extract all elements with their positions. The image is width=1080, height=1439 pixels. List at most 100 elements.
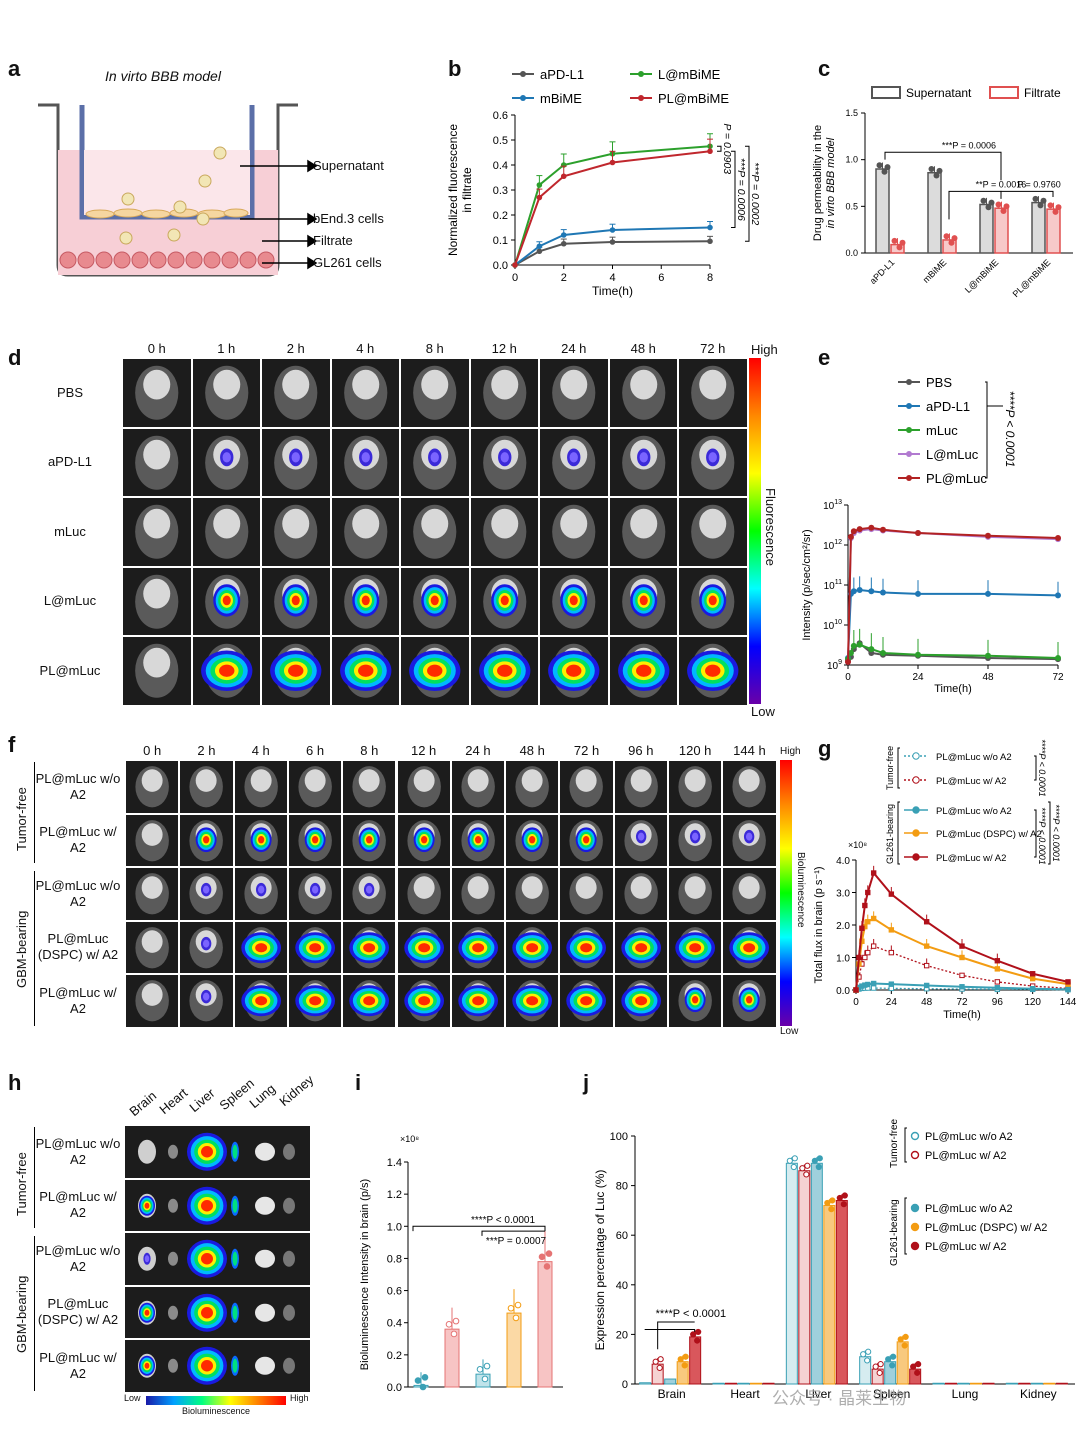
chart-c-point	[933, 172, 940, 179]
grid-f-cell-blob	[458, 931, 498, 963]
grid-d-cell-graphic	[691, 504, 735, 559]
grid-d-cell-graphic	[548, 643, 600, 698]
chart-j-ylabel: Expression percentage of Luc (%)	[593, 1170, 607, 1351]
chart-e-point	[845, 658, 851, 665]
grid-d-cell-blob-signal	[427, 664, 443, 677]
chart-j-bar	[639, 1382, 652, 1385]
grid-f-cell-graphic	[461, 819, 495, 861]
grid-d-cell	[609, 359, 677, 427]
chart-c-point	[1032, 195, 1039, 202]
chart-b-point	[560, 232, 567, 238]
chart-i-bar	[537, 1261, 553, 1388]
grid-f-cell-blob-signal	[311, 885, 319, 894]
grid-d-cell-graphic	[135, 365, 179, 420]
grid-f-cell-blob	[521, 826, 543, 852]
chart-i-ytick-label: 0.8	[387, 1253, 402, 1265]
grid-f-cell-blob-signal	[363, 996, 376, 1006]
chart-c-xtick-label: L@mBiME	[963, 257, 1001, 295]
chart-e-point	[856, 641, 863, 648]
chart-g-group-label: GL261-bearing	[885, 804, 895, 864]
grid-d-cell-graphic	[274, 574, 318, 629]
grid-f-cell-graphic	[732, 980, 767, 1022]
grid-f-cell-blob	[295, 985, 335, 1017]
grid-f-cell-blob	[201, 882, 212, 897]
grid-f-cell-blob-signal	[634, 996, 647, 1006]
grid-f-cell-blob	[403, 931, 444, 963]
grid-f-cell-graphic	[352, 766, 387, 808]
grid-d-cell-blob-signal	[430, 595, 439, 605]
grid-f-group-divider	[34, 762, 35, 863]
grid-d-cell	[401, 567, 469, 635]
grid-f-cell-graphic	[512, 926, 553, 968]
grid-f-cell-blob	[512, 931, 553, 963]
grid-f-cell-blob	[675, 931, 716, 963]
grid-f-cell-head	[413, 769, 435, 792]
grid-f-cell-blob-signal	[366, 835, 373, 843]
chart-e-point	[985, 652, 991, 659]
grid-f-cell	[723, 814, 776, 866]
grid-h-heart	[168, 1358, 178, 1373]
grid-f-cell	[126, 975, 179, 1027]
grid-f-cell-graphic	[729, 926, 770, 968]
chart-e-point	[856, 586, 863, 593]
chart-j-group-label: Tumor-free	[889, 1118, 900, 1168]
chart-j-bar	[785, 1162, 798, 1385]
panel-a-letter: a	[8, 56, 21, 81]
chart-e-point	[868, 646, 875, 653]
grid-h-heart	[168, 1251, 178, 1266]
grid-f-cell-graphic	[295, 926, 335, 968]
chart-i-point	[452, 1317, 460, 1325]
chart-j-point	[786, 1157, 793, 1164]
chart-i-point	[507, 1304, 515, 1312]
grid-d-time-label: 4 h	[356, 341, 375, 356]
grid-d-time-label: 2 h	[286, 341, 305, 356]
chart-b-sig-bracket	[745, 145, 750, 242]
grid-d-cell	[123, 567, 191, 635]
grid-d-cell	[609, 637, 677, 705]
grid-f-cell-head	[413, 876, 435, 899]
grid-f-cell-blob-signal	[471, 996, 484, 1006]
grid-d-cell-blob	[212, 583, 240, 617]
grid-f-cell	[723, 868, 776, 920]
chart-i-point	[419, 1383, 427, 1391]
grid-d-cell-graphic	[413, 504, 457, 559]
grid-d-cell	[609, 567, 677, 635]
chart-j-legend-label: PL@mLuc w/o A2	[925, 1203, 1013, 1215]
chart-b-sig-label: ***P = 0.0002	[749, 162, 761, 225]
chart-j-ytick-label: 60	[616, 1230, 628, 1242]
grid-d-cell	[679, 428, 747, 496]
chart-c-ytick-label: 0.5	[845, 201, 858, 211]
chart-g-point	[853, 987, 859, 993]
grid-d-cell-blob-signal	[639, 595, 648, 605]
grid-d-cell-blob	[706, 447, 720, 466]
grid-h-brain	[138, 1139, 156, 1164]
chart-j-point	[836, 1194, 843, 1202]
chart-b-ytick-label: 0.6	[493, 110, 508, 122]
chart-j-bar	[689, 1336, 702, 1385]
chart-e-point	[856, 526, 863, 533]
grid-f-cell-blob-signal	[692, 996, 699, 1004]
grid-h-lung	[255, 1303, 275, 1322]
chart-i-ytick-label: 0.6	[387, 1286, 402, 1298]
chart-b-point	[609, 227, 616, 233]
chart-g-sig-bracket	[1034, 809, 1037, 858]
chart-j-point	[694, 1337, 701, 1344]
chart-j-xtick-label: Liver	[805, 1387, 831, 1401]
grid-d-cell-head	[143, 578, 171, 608]
grid-f-cell-blob	[729, 931, 770, 963]
grid-h-lung	[255, 1249, 275, 1268]
grid-f-cell-head	[630, 769, 652, 792]
grid-f-time-label: 72 h	[573, 743, 600, 758]
chart-g-xlabel: Time(h)	[943, 1009, 980, 1021]
grid-f-cell	[397, 814, 450, 866]
grid-f-time-label: 48 h	[519, 743, 545, 758]
grid-d-cell-blob-signal	[361, 451, 370, 463]
grid-h-brain-signal	[139, 1195, 155, 1216]
chart-e-point	[880, 649, 886, 656]
grid-d-cell-blob-signal	[566, 664, 582, 677]
grid-h-brain-signal-signal	[144, 1362, 150, 1369]
chart-g-point	[959, 954, 965, 961]
grid-d-time-label: 0 h	[147, 341, 166, 356]
chart-j-bar	[835, 1199, 848, 1385]
grid-d-cell	[401, 498, 469, 566]
